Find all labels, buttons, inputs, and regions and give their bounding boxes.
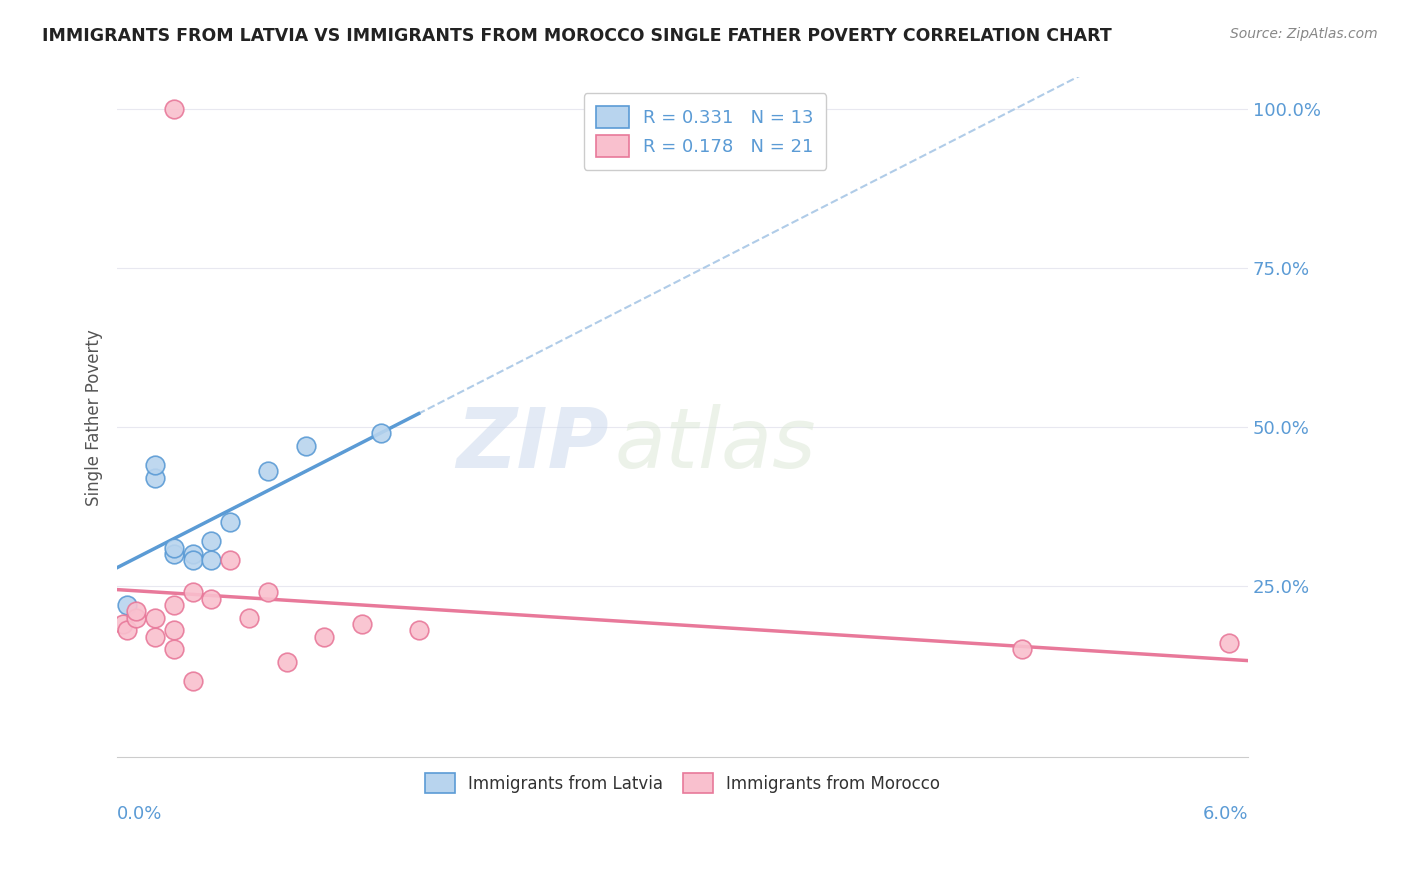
Text: IMMIGRANTS FROM LATVIA VS IMMIGRANTS FROM MOROCCO SINGLE FATHER POVERTY CORRELAT: IMMIGRANTS FROM LATVIA VS IMMIGRANTS FRO… xyxy=(42,27,1112,45)
Text: ZIP: ZIP xyxy=(457,404,609,485)
Point xyxy=(219,516,242,530)
Point xyxy=(181,585,204,599)
Point xyxy=(163,624,186,638)
Legend: Immigrants from Latvia, Immigrants from Morocco: Immigrants from Latvia, Immigrants from … xyxy=(418,766,948,800)
Point xyxy=(115,624,138,638)
Point xyxy=(181,674,204,689)
Point xyxy=(200,553,222,567)
Point xyxy=(200,534,222,549)
Point xyxy=(163,102,186,116)
Point xyxy=(257,465,280,479)
Point xyxy=(143,610,166,624)
Point xyxy=(1218,636,1240,650)
Point xyxy=(257,585,280,599)
Point xyxy=(125,604,148,618)
Point xyxy=(314,630,336,644)
Point xyxy=(143,471,166,485)
Point xyxy=(238,610,260,624)
Point xyxy=(370,426,392,441)
Point xyxy=(352,616,374,631)
Point xyxy=(200,591,222,606)
Point xyxy=(1011,642,1033,657)
Text: 6.0%: 6.0% xyxy=(1202,805,1249,823)
Point xyxy=(408,624,430,638)
Point xyxy=(163,598,186,612)
Text: atlas: atlas xyxy=(614,404,817,485)
Point xyxy=(115,598,138,612)
Point xyxy=(163,547,186,561)
Point xyxy=(181,547,204,561)
Point xyxy=(143,458,166,472)
Text: Source: ZipAtlas.com: Source: ZipAtlas.com xyxy=(1230,27,1378,41)
Point xyxy=(276,655,298,669)
Point xyxy=(163,642,186,657)
Point xyxy=(125,610,148,624)
Y-axis label: Single Father Poverty: Single Father Poverty xyxy=(86,329,103,506)
Point xyxy=(294,439,316,453)
Point xyxy=(163,541,186,555)
Point xyxy=(111,616,134,631)
Text: 0.0%: 0.0% xyxy=(117,805,163,823)
Point xyxy=(219,553,242,567)
Point xyxy=(143,630,166,644)
Point xyxy=(181,553,204,567)
